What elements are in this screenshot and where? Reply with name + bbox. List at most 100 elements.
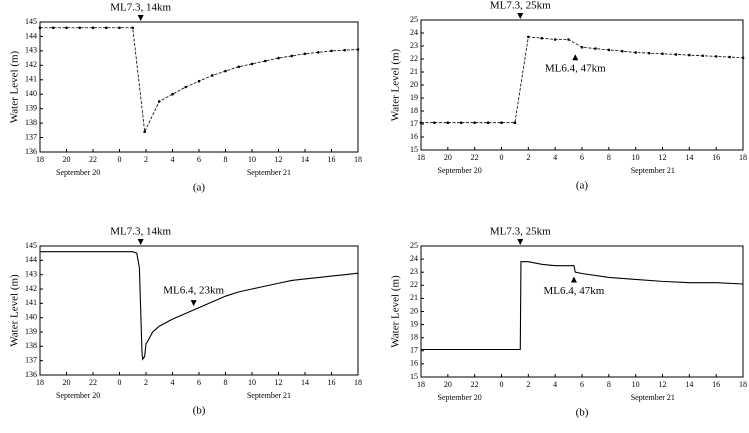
plot-frame [39, 245, 359, 376]
y-tick-label: 144 [25, 255, 37, 264]
panel-label: (a) [193, 182, 206, 194]
x-tick-label: 22 [471, 153, 479, 162]
y-tick-label: 17 [410, 119, 418, 128]
event-marker [517, 239, 524, 245]
x-tick-label: 12 [659, 380, 667, 389]
y-tick-label: 18 [410, 106, 418, 115]
y-tick-label: 145 [25, 241, 37, 250]
data-point [343, 48, 347, 52]
event-label: ML6.4, 47km [544, 285, 605, 297]
data-point [594, 47, 597, 50]
y-tick-label: 20 [410, 306, 418, 315]
x-tick-label: 16 [328, 378, 336, 387]
data-point [131, 26, 135, 30]
y-tick-label: 140 [25, 89, 37, 98]
data-line [40, 251, 359, 361]
x-tick-label: 18 [417, 153, 425, 162]
x-tick-label: 18 [36, 378, 44, 387]
data-point [473, 121, 476, 124]
x-tick-label: 2 [526, 380, 530, 389]
plot-frame [420, 19, 744, 151]
x-tick-label: 18 [354, 378, 362, 387]
x-tick-label: 10 [632, 153, 640, 162]
x-tick-label: 20 [444, 153, 452, 162]
y-tick-label: 21 [410, 67, 418, 76]
x-tick-label: 0 [500, 153, 504, 162]
x-tick-label: 8 [607, 380, 611, 389]
y-tick-label: 142 [25, 60, 37, 69]
y-tick-label: 17 [410, 346, 418, 355]
panel-label: (b) [193, 405, 206, 417]
event-marker [137, 239, 144, 245]
x-tick-label: 6 [197, 378, 201, 387]
x-date-label: September 21 [247, 168, 291, 177]
x-tick-label: 6 [580, 153, 584, 162]
data-point [661, 52, 664, 56]
y-tick-label: 145 [25, 17, 37, 26]
data-point [741, 56, 745, 59]
data-point [701, 54, 705, 58]
y-tick-label: 16 [410, 359, 418, 368]
x-tick-label: 14 [301, 155, 309, 164]
x-tick-label: 8 [224, 155, 228, 164]
data-point [527, 35, 530, 39]
x-tick-label: 14 [685, 153, 693, 162]
x-tick-label: 18 [417, 380, 425, 389]
x-tick-label: 8 [607, 153, 611, 162]
data-point [197, 79, 201, 83]
y-tick-label: 18 [410, 333, 418, 342]
x-tick-label: 12 [659, 153, 667, 162]
y-axis-label: Water Level (m) [9, 50, 21, 123]
x-tick-label: 2 [144, 378, 148, 387]
y-tick-label: 19 [410, 319, 418, 328]
panel-label: (a) [576, 180, 589, 192]
x-date-label: September 20 [56, 168, 100, 177]
x-tick-label: 22 [471, 380, 479, 389]
data-point [513, 121, 517, 124]
x-tick-label: 8 [224, 378, 228, 387]
data-point [419, 121, 423, 124]
data-point [500, 121, 503, 124]
event-marker [517, 13, 524, 19]
y-tick-label: 15 [410, 372, 418, 381]
data-point [486, 121, 490, 124]
x-tick-label: 10 [248, 378, 256, 387]
data-point [356, 48, 360, 51]
x-tick-label: 6 [197, 155, 201, 164]
data-point [553, 38, 557, 41]
data-point [277, 56, 280, 60]
x-tick-label: 16 [712, 380, 720, 389]
data-point [104, 26, 108, 30]
event-label: ML6.4, 47km [545, 63, 606, 75]
event-marker [572, 54, 579, 61]
event-label: ML7.3, 25km [490, 0, 551, 12]
x-date-label: September 21 [631, 166, 675, 175]
plot-frame [420, 245, 744, 378]
data-point [171, 92, 174, 96]
y-tick-label: 139 [25, 103, 37, 112]
x-tick-label: 4 [171, 155, 175, 164]
event-label: ML6.4, 23km [163, 285, 224, 297]
data-point [647, 51, 651, 55]
x-tick-label: 0 [500, 380, 504, 389]
data-point [78, 26, 82, 30]
x-tick-label: 4 [171, 378, 175, 387]
event-label: ML7.3, 14km [110, 2, 171, 14]
y-tick-label: 16 [410, 132, 418, 141]
x-tick-label: 0 [118, 155, 122, 164]
event-marker [190, 300, 197, 307]
x-tick-label: 14 [685, 380, 693, 389]
y-axis-label: Water Level (m) [390, 48, 402, 121]
y-tick-label: 23 [410, 41, 418, 50]
data-point [263, 59, 267, 63]
x-tick-label: 10 [248, 155, 256, 164]
data-point [567, 38, 570, 41]
data-point [224, 69, 227, 73]
y-tick-label: 22 [410, 280, 418, 289]
data-point [674, 53, 678, 56]
data-point [250, 62, 254, 66]
event-label: ML7.3, 25km [490, 226, 551, 238]
data-point [728, 55, 731, 59]
x-tick-label: 4 [553, 380, 557, 389]
x-tick-label: 18 [36, 155, 44, 164]
